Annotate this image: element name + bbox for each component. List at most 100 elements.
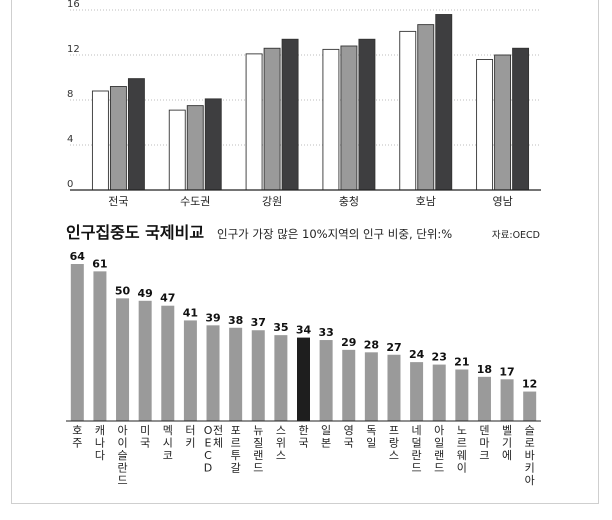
bottom-value-label: 24 (409, 348, 425, 361)
bottom-value-label: 33 (318, 326, 333, 339)
bottom-chart-categories: 호 주 캐 나 다 아 이 슬 란 드 미 국 멕 시 코 터 키 O E C D전 체 포 르 투 갈 뉴 질 랜 드 스 위 스 한 국 일 본 영 국… (72, 423, 535, 487)
bottom-bar-캐나다 (93, 271, 107, 421)
top-bar-호남-series-1 (399, 30, 417, 191)
bottom-bar-네덜란드 (410, 362, 424, 421)
bottom-bar-영국 (342, 349, 356, 421)
top-y-tick-label: 8 (67, 89, 73, 100)
bottom-bar-호주 (70, 264, 84, 421)
bottom-value-label: 47 (160, 292, 175, 305)
top-chart-categories: 전국 수도권 강원 충청 호남 영남 (108, 195, 512, 208)
bottom-bar-한국 (297, 337, 310, 421)
bottom-bar-뉴질랜드 (251, 330, 265, 421)
bottom-bar-벨기에 (500, 379, 514, 421)
bottom-value-label: 29 (341, 336, 356, 349)
bottom-bar-미국 (138, 300, 152, 421)
bottom-bar-멕시코 (161, 305, 175, 421)
top-bar-호남-series-2 (417, 24, 435, 191)
bottom-bar-노르웨이 (455, 369, 469, 421)
top-bar-전국-series-3 (127, 78, 145, 191)
top-bar-전국-series-2 (109, 86, 127, 191)
bottom-bar-아일랜드 (432, 364, 446, 421)
top-y-tick-label: 16 (67, 0, 80, 10)
bottom-value-label: 23 (432, 351, 447, 364)
bottom-value-label: 34 (296, 324, 312, 337)
top-category-label: 강원 (262, 195, 282, 208)
bottom-value-label: 61 (92, 257, 107, 270)
top-bar-수도권-series-2 (186, 105, 204, 191)
bottom-value-label: 38 (228, 314, 243, 327)
top-bar-수도권-series-3 (204, 98, 222, 191)
bottom-value-label: 39 (205, 311, 220, 324)
top-category-label: 수도권 (180, 195, 210, 208)
top-bar-강원-series-2 (263, 47, 281, 191)
top-bar-충청-series-2 (340, 45, 358, 191)
bottom-value-label: 35 (273, 321, 288, 334)
top-y-tick-label: 4 (67, 134, 73, 145)
bottom-value-label: 50 (115, 284, 131, 297)
bottom-bar-프랑스 (387, 354, 401, 421)
top-y-tick-label: 12 (67, 44, 80, 55)
top-chart-y-ticks: 0 4 8 12 16 (67, 0, 80, 190)
top-chart-grid (70, 9, 541, 146)
top-bar-영남-series-3 (512, 47, 530, 191)
top-bar-호남-series-3 (435, 14, 453, 191)
top-bar-영남-series-1 (476, 59, 494, 191)
bottom-bar-포르투갈 (229, 327, 243, 421)
top-category-label: 호남 (416, 195, 436, 208)
top-bar-영남-series-2 (494, 54, 512, 191)
top-y-tick-label: 0 (67, 179, 73, 190)
top-bar-강원-series-3 (281, 38, 299, 191)
bottom-bar-아이슬란드 (116, 298, 130, 421)
bottom-bar-독일 (364, 352, 378, 421)
bottom-value-label: 37 (251, 316, 266, 329)
bottom-bar-일본 (319, 340, 333, 421)
top-bar-수도권-series-1 (168, 109, 186, 191)
bottom-chart-bars (70, 264, 537, 421)
bottom-bar-터키 (183, 320, 197, 421)
top-bar-전국-series-1 (91, 90, 109, 191)
bottom-value-label: 49 (138, 287, 153, 300)
top-category-label: 영남 (492, 195, 512, 208)
bottom-bar-스위스 (274, 335, 288, 421)
bottom-value-label: 17 (499, 365, 514, 378)
bottom-category-label: O E C D전 체 (204, 424, 223, 475)
top-chart-bars (91, 14, 530, 191)
bottom-value-label: 27 (386, 341, 401, 354)
bottom-chart-source: 자료:OECD (492, 230, 540, 241)
bottom-bar-OECD 전체 (206, 325, 220, 421)
bottom-chart-title: 인구집중도 국제비교 (66, 223, 204, 242)
bottom-value-label: 64 (70, 250, 86, 263)
bottom-chart-subtitle: 인구가 가장 많은 10%지역의 인구 비중, 단위:% (217, 227, 452, 241)
top-category-label: 충청 (339, 195, 359, 208)
bottom-value-label: 12 (522, 378, 537, 391)
bottom-value-label: 28 (364, 338, 379, 351)
top-bar-충청-series-3 (358, 38, 376, 191)
bottom-bar-덴마크 (477, 376, 491, 421)
top-bar-강원-series-1 (245, 53, 263, 191)
bottom-value-label: 21 (454, 355, 469, 368)
bottom-value-label: 41 (183, 306, 198, 319)
bottom-value-label: 18 (477, 363, 492, 376)
top-category-label: 전국 (108, 195, 128, 208)
